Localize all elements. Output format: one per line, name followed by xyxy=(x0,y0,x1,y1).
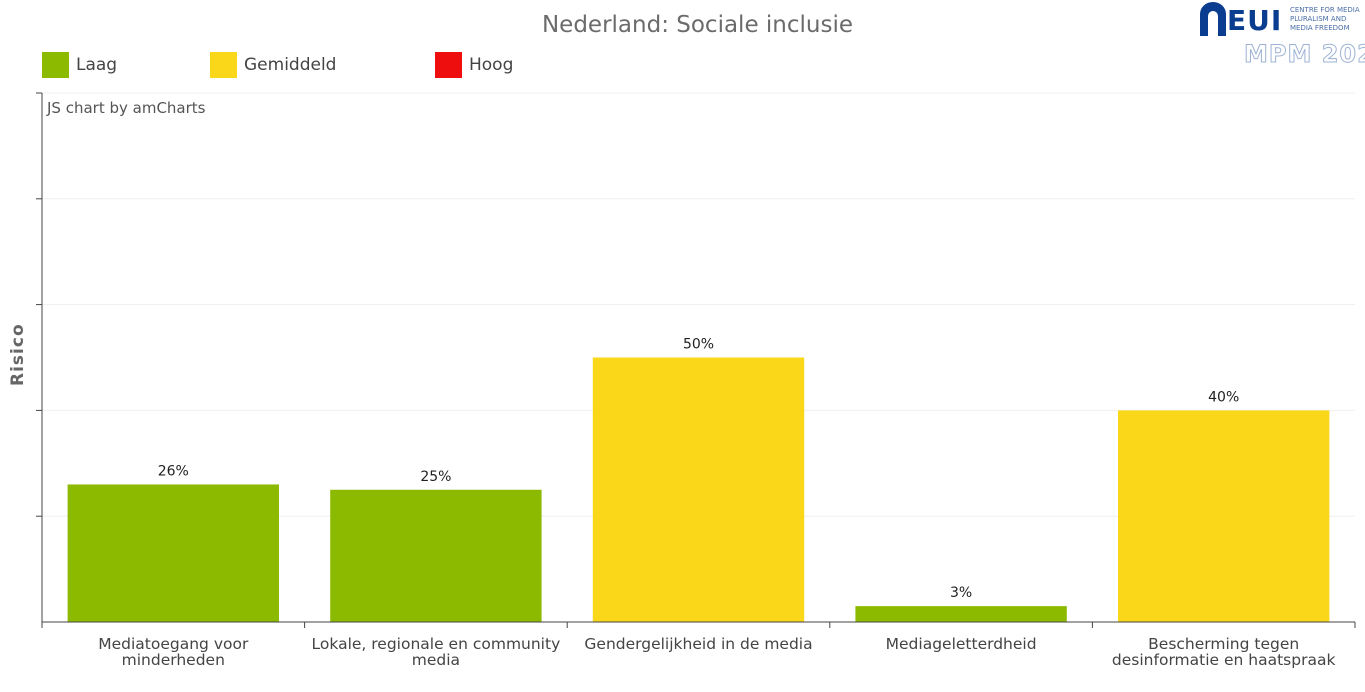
bar[interactable] xyxy=(330,489,542,622)
legend-label-gemiddeld: Gemiddeld xyxy=(244,55,337,75)
bar[interactable] xyxy=(592,357,805,623)
amcharts-credit[interactable]: JS chart by amCharts xyxy=(47,99,206,117)
axes xyxy=(41,93,1356,628)
bar[interactable] xyxy=(67,484,279,622)
logo-mpm-text: MPM 2023 xyxy=(1244,40,1365,69)
bar[interactable] xyxy=(1118,410,1330,622)
logo-line-3: MEDIA FREEDOM xyxy=(1290,24,1350,32)
category-label: Bescherming tegen desinformatie en haats… xyxy=(1111,635,1336,669)
legend-label-laag: Laag xyxy=(76,55,118,75)
legend-label-hoog: Hoog xyxy=(469,55,514,75)
value-label: 50% xyxy=(683,337,714,353)
value-label: 26% xyxy=(158,463,189,479)
bar[interactable] xyxy=(855,606,1067,622)
bars xyxy=(67,357,1330,623)
chart-title: Nederland: Sociale inclusie xyxy=(541,12,854,38)
legend-item-gemiddeld[interactable]: Gemiddeld xyxy=(210,52,336,78)
legend-item-laag[interactable]: Laag xyxy=(42,52,117,78)
legend-swatch-hoog xyxy=(435,52,462,78)
category-label: Mediatoegang voor minderheden xyxy=(98,635,249,669)
legend-item-hoog[interactable]: Hoog xyxy=(435,52,513,78)
category-label: Lokale, regionale en community media xyxy=(311,635,561,669)
eui-logo: EUI CENTRE FOR MEDIA PLURALISM AND MEDIA… xyxy=(1200,0,1365,69)
category-label: Mediageletterdheid xyxy=(885,635,1037,653)
logo-line-1: CENTRE FOR MEDIA xyxy=(1290,6,1360,14)
value-label: 3% xyxy=(950,585,972,601)
legend-swatch-gemiddeld xyxy=(210,52,237,78)
legend-swatch-laag xyxy=(42,52,69,78)
category-label: Gendergelijkheid in de media xyxy=(584,635,813,653)
value-label: 40% xyxy=(1208,389,1239,405)
value-label: 25% xyxy=(420,469,451,485)
eui-arch-icon xyxy=(1200,2,1226,36)
logo-line-2: PLURALISM AND xyxy=(1290,15,1347,23)
logo-eui-text: EUI xyxy=(1227,4,1283,37)
value-labels: 26% 25% 50% 3% 40% xyxy=(158,337,1240,602)
